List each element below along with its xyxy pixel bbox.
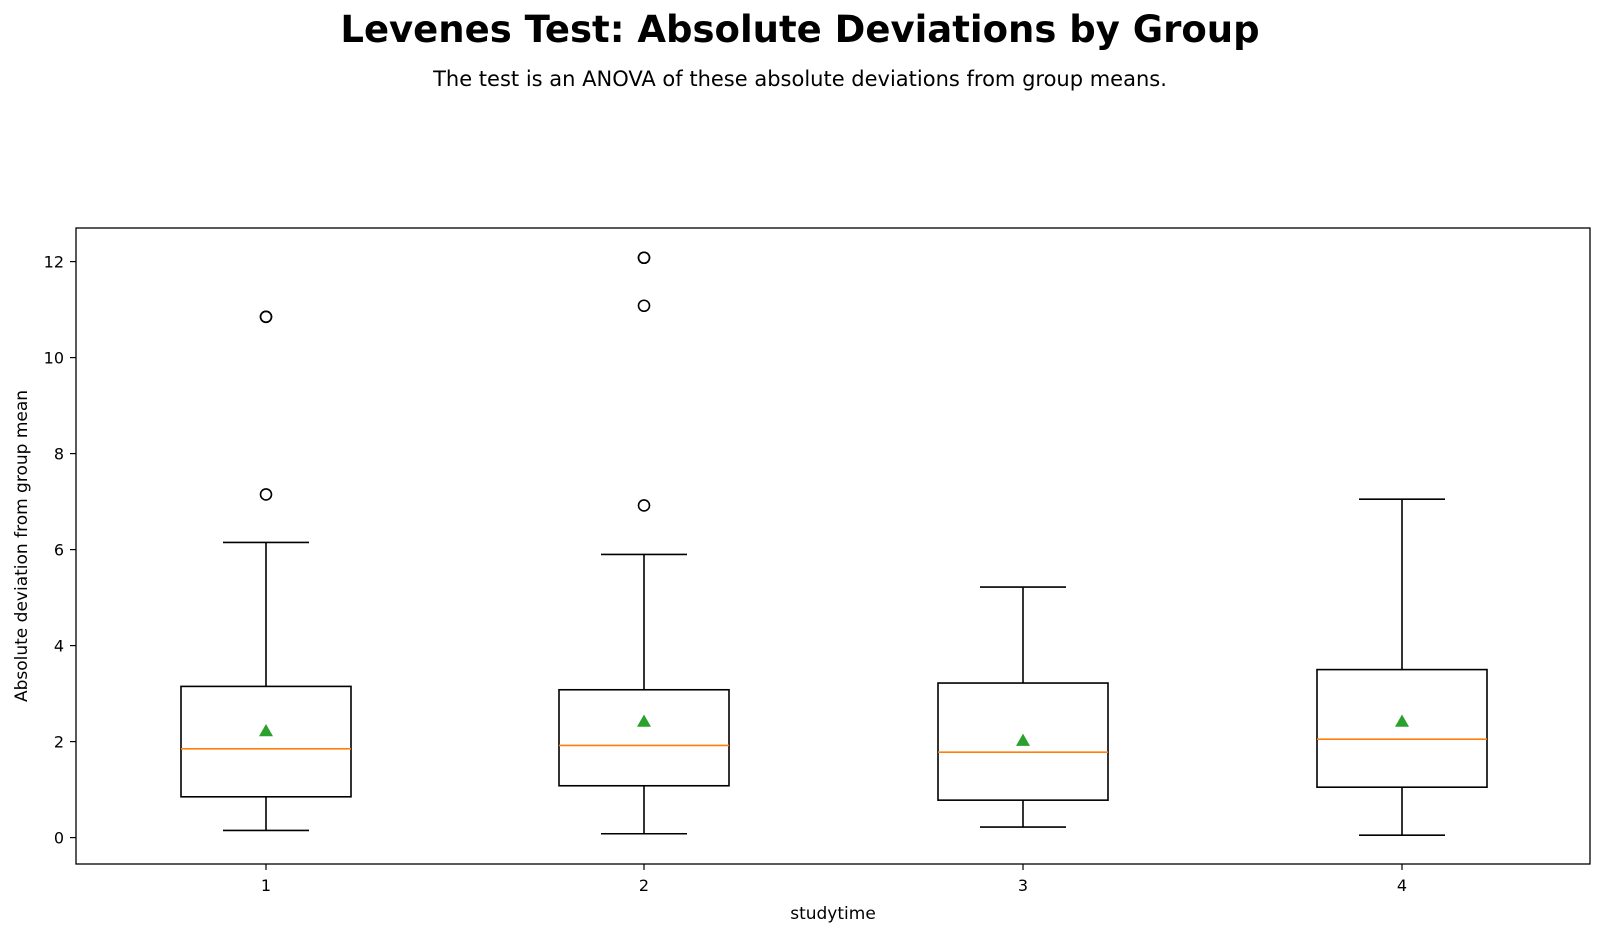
outlier-point	[637, 499, 651, 512]
iqr-box	[558, 688, 730, 787]
box-group-1	[180, 310, 352, 832]
y-axis: 0 2 4 6 8 10 12	[44, 253, 76, 848]
y-tick-label: 2	[54, 733, 64, 752]
y-tick-label: 10	[44, 349, 64, 368]
x-axis: 1 2 3 4	[261, 864, 1407, 895]
iqr-box	[180, 685, 352, 798]
outlier-point	[259, 488, 273, 501]
x-tick-label: 3	[1018, 876, 1028, 895]
box-group-3	[937, 586, 1109, 828]
mean-marker	[1395, 714, 1409, 727]
y-tick-label: 0	[54, 829, 64, 848]
chart-title: Levenes Test: Absolute Deviations by Gro…	[340, 8, 1260, 51]
iqr-box	[1316, 668, 1488, 788]
plot-frame	[75, 227, 1591, 865]
mean-marker	[1016, 733, 1030, 746]
chart-subtitle: The test is an ANOVA of these absolute d…	[433, 67, 1167, 91]
x-tick-label: 1	[261, 876, 271, 895]
box-group-4	[1316, 498, 1488, 837]
outlier-point	[259, 310, 273, 324]
outlier-point	[637, 299, 651, 313]
x-axis-label: studytime	[790, 904, 876, 924]
x-tick-label: 2	[639, 876, 649, 895]
y-axis-label: Absolute deviation from group mean	[12, 390, 32, 702]
x-tick-label: 4	[1397, 876, 1407, 895]
mean-marker	[637, 714, 651, 727]
iqr-box	[937, 682, 1109, 801]
box-group-2	[558, 251, 730, 835]
y-tick-label: 6	[54, 541, 64, 560]
y-tick-label: 4	[54, 637, 64, 656]
y-tick-label: 12	[44, 253, 64, 272]
outlier-point	[637, 251, 651, 265]
plot-marks	[180, 251, 1488, 837]
y-tick-label: 8	[54, 445, 64, 464]
mean-marker	[259, 724, 273, 737]
